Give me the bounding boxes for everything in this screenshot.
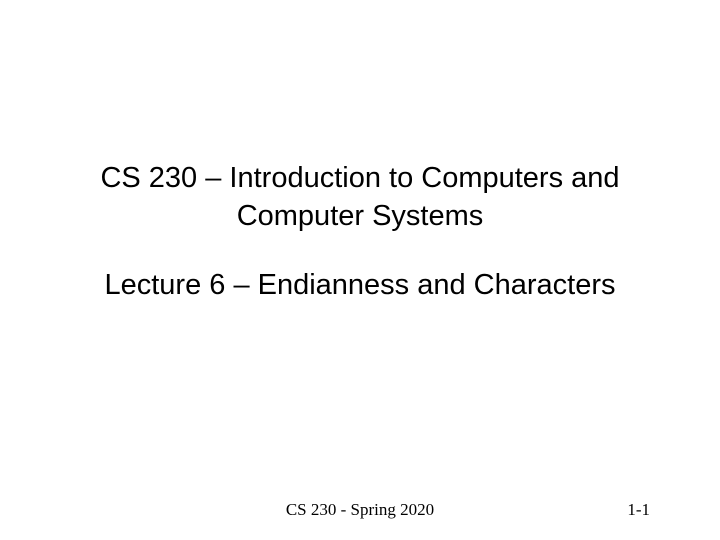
slide-body: CS 230 – Introduction to Computers and C… [0, 160, 720, 305]
course-title-line1: CS 230 – Introduction to Computers and [100, 162, 619, 194]
footer-course-info: CS 230 - Spring 2020 [0, 500, 720, 520]
footer-page-number: 1-1 [627, 500, 650, 520]
lecture-title: Lecture 6 – Endianness and Characters [50, 267, 670, 305]
course-title-line2: Computer Systems [237, 200, 484, 232]
course-title: CS 230 – Introduction to Computers and C… [50, 160, 670, 235]
